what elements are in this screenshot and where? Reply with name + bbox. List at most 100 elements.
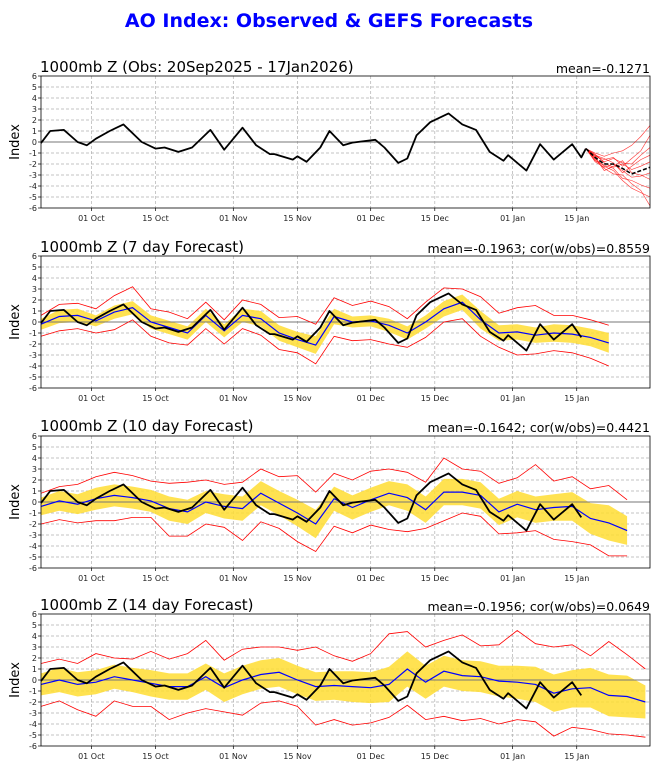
y-tick-label: 2 bbox=[32, 654, 37, 663]
y-tick-label: -2 bbox=[29, 520, 37, 529]
ensemble-member-line bbox=[585, 125, 651, 157]
ensemble-member-line bbox=[585, 147, 651, 165]
x-tick-label: 15 Oct bbox=[142, 574, 169, 583]
plot-frame bbox=[40, 613, 651, 747]
panel-3-title: 1000mb Z (10 day Forecast) bbox=[40, 417, 254, 435]
plot-frame bbox=[40, 255, 651, 389]
panel-4: -6 -5 -4 -3 -2 -1 0 1 2 3 4 5 6 01 Oct 15 Oct 01 Nov 15 … bbox=[8, 610, 651, 761]
y-tick-label: 2 bbox=[32, 116, 37, 125]
chart-title: AO Index: Observed & GEFS Forecasts bbox=[124, 10, 534, 32]
ensemble-member-line bbox=[585, 148, 651, 206]
x-tick-label: 01 Dec bbox=[357, 394, 385, 403]
y-tick-label: -2 bbox=[29, 160, 37, 169]
plot-frame bbox=[40, 75, 651, 209]
y-tick-label: 1 bbox=[32, 307, 37, 316]
x-tick-label: 01 Dec bbox=[357, 752, 385, 761]
panel-1: -6 -5 -4 -3 -2 -1 0 1 2 3 4 5 6 01 Oct 15 Oct 01 Nov 15 … bbox=[8, 72, 651, 223]
y-tick-label: 0 bbox=[32, 676, 37, 685]
y-tick-label: 6 bbox=[32, 72, 37, 81]
x-tick-label: 15 Nov bbox=[283, 752, 312, 761]
ensemble-member-line bbox=[585, 148, 651, 189]
y-tick-label: 0 bbox=[32, 498, 37, 507]
x-tick-label: 15 Oct bbox=[142, 214, 169, 223]
y-tick-label: -3 bbox=[29, 531, 37, 540]
ensemble-member-line bbox=[585, 148, 651, 174]
ensemble-member-line bbox=[585, 135, 651, 167]
y-tick-label: -1 bbox=[29, 687, 37, 696]
panel-1-title: 1000mb Z (Obs: 20Sep2025 - 17Jan2026) bbox=[40, 58, 354, 76]
x-tick-label: 01 Nov bbox=[219, 752, 248, 761]
x-tick-label: 15 Dec bbox=[421, 574, 449, 583]
y-tick-label: 2 bbox=[32, 476, 37, 485]
y-tick-label: -5 bbox=[29, 373, 37, 382]
y-tick-label: -1 bbox=[29, 509, 37, 518]
x-tick-label: 01 Oct bbox=[78, 394, 105, 403]
y-tick-label: -6 bbox=[29, 564, 37, 573]
y-tick-label: 6 bbox=[32, 610, 37, 619]
y-axis-label: Index bbox=[8, 124, 23, 160]
y-tick-label: -4 bbox=[29, 362, 37, 371]
x-tick-label: 01 Oct bbox=[78, 574, 105, 583]
observed-line bbox=[40, 112, 587, 172]
y-tick-label: -3 bbox=[29, 351, 37, 360]
y-tick-label: 2 bbox=[32, 296, 37, 305]
y-tick-label: 5 bbox=[32, 621, 37, 630]
envelope-upper-line bbox=[40, 629, 646, 670]
x-tick-label: 15 Nov bbox=[283, 394, 312, 403]
x-tick-label: 01 Dec bbox=[357, 574, 385, 583]
envelope-lower-line bbox=[40, 318, 609, 367]
y-tick-label: 4 bbox=[32, 454, 37, 463]
x-tick-label: 01 Jan bbox=[500, 574, 525, 583]
x-tick-label: 15 Jan bbox=[564, 752, 589, 761]
x-tick-label: 01 Jan bbox=[500, 752, 525, 761]
y-tick-label: 1 bbox=[32, 127, 37, 136]
x-tick-label: 01 Oct bbox=[78, 214, 105, 223]
x-tick-label: 15 Oct bbox=[142, 394, 169, 403]
y-tick-label: -1 bbox=[29, 149, 37, 158]
forecast-mean-line bbox=[40, 301, 609, 346]
y-tick-label: 5 bbox=[32, 263, 37, 272]
x-tick-label: 01 Oct bbox=[78, 752, 105, 761]
spread-band bbox=[41, 651, 646, 719]
y-tick-label: 4 bbox=[32, 94, 37, 103]
y-tick-label: 0 bbox=[32, 318, 37, 327]
x-tick-label: 15 Dec bbox=[421, 214, 449, 223]
x-tick-label: 15 Jan bbox=[564, 394, 589, 403]
y-tick-label: -6 bbox=[29, 742, 37, 751]
y-tick-label: 4 bbox=[32, 274, 37, 283]
x-tick-label: 01 Jan bbox=[500, 394, 525, 403]
ensemble-member-line bbox=[585, 148, 651, 180]
envelope-lower-line bbox=[40, 700, 646, 738]
y-tick-label: -1 bbox=[29, 329, 37, 338]
panel-1-stat: mean=-0.1271 bbox=[555, 61, 650, 76]
x-tick-label: 01 Nov bbox=[219, 214, 248, 223]
y-tick-label: 3 bbox=[32, 285, 37, 294]
x-tick-label: 01 Dec bbox=[357, 214, 385, 223]
y-axis-label: Index bbox=[8, 484, 23, 520]
y-tick-label: -4 bbox=[29, 720, 37, 729]
envelope-upper-line bbox=[40, 457, 628, 501]
y-tick-label: -5 bbox=[29, 193, 37, 202]
observed-line bbox=[40, 650, 583, 710]
y-tick-label: 1 bbox=[32, 665, 37, 674]
x-tick-label: 15 Dec bbox=[421, 394, 449, 403]
x-tick-label: 15 Oct bbox=[142, 752, 169, 761]
y-tick-label: 4 bbox=[32, 632, 37, 641]
ensemble-mean-line bbox=[585, 148, 651, 175]
y-tick-label: -2 bbox=[29, 698, 37, 707]
y-tick-label: 1 bbox=[32, 487, 37, 496]
x-tick-label: 15 Nov bbox=[283, 214, 312, 223]
y-tick-label: -3 bbox=[29, 709, 37, 718]
y-tick-label: 6 bbox=[32, 252, 37, 261]
x-tick-label: 01 Nov bbox=[219, 574, 248, 583]
y-axis-label: Index bbox=[8, 662, 23, 698]
panel-4-stat: mean=-0.1956; cor(w/obs)=0.0649 bbox=[427, 599, 650, 614]
envelope-upper-line bbox=[40, 286, 609, 326]
y-tick-label: -4 bbox=[29, 542, 37, 551]
panel-3: -6 -5 -4 -3 -2 -1 0 1 2 3 4 5 6 01 Oct 15 Oct 01 Nov 15 … bbox=[8, 432, 651, 583]
y-tick-label: 0 bbox=[32, 138, 37, 147]
x-tick-label: 01 Jan bbox=[500, 214, 525, 223]
y-tick-label: 3 bbox=[32, 643, 37, 652]
y-tick-label: -3 bbox=[29, 171, 37, 180]
